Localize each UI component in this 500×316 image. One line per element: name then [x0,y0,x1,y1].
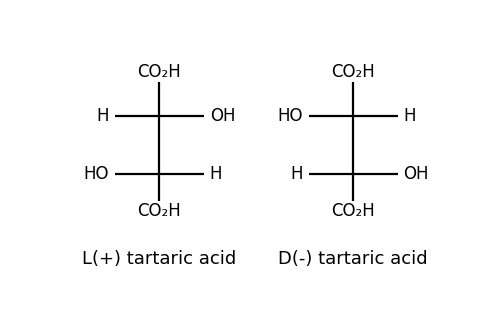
Text: H: H [404,107,416,125]
Text: L(+) tartaric acid: L(+) tartaric acid [82,250,236,268]
Text: CO₂H: CO₂H [331,63,375,81]
Text: CO₂H: CO₂H [138,63,181,81]
Text: H: H [290,165,303,183]
Text: CO₂H: CO₂H [138,202,181,220]
Text: OH: OH [210,107,236,125]
Text: H: H [210,165,222,183]
Text: D(-) tartaric acid: D(-) tartaric acid [278,250,428,268]
Text: HO: HO [277,107,303,125]
Text: CO₂H: CO₂H [331,202,375,220]
Text: HO: HO [84,165,109,183]
Text: OH: OH [404,165,429,183]
Text: H: H [96,107,109,125]
